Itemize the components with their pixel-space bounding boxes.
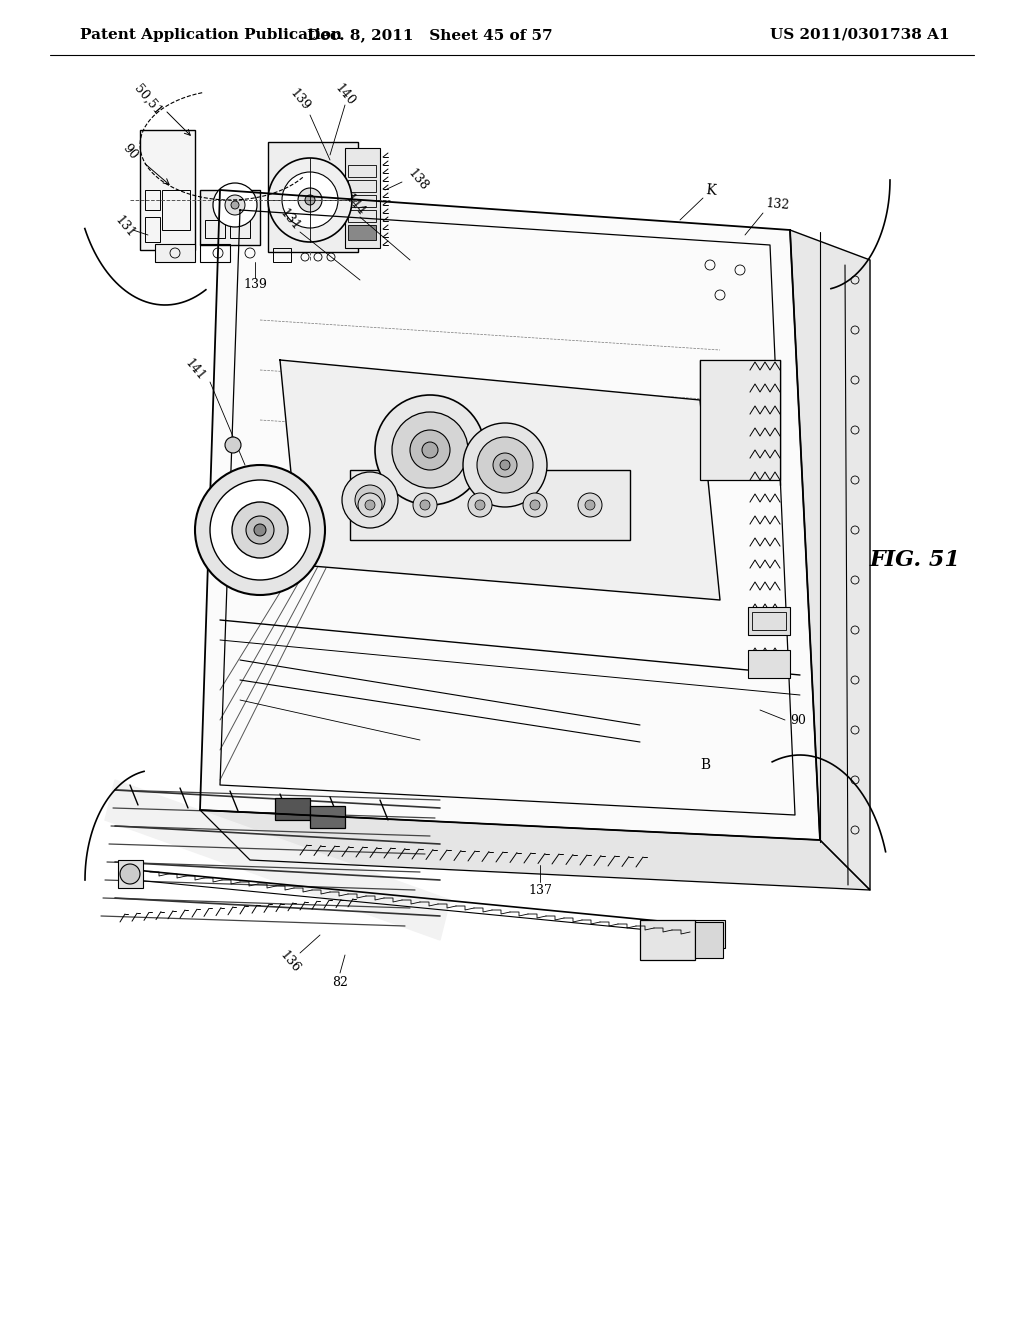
Bar <box>348 210 376 222</box>
Bar <box>275 799 310 820</box>
Bar <box>695 921 723 958</box>
Text: 50,51: 50,51 <box>131 82 165 117</box>
Polygon shape <box>790 230 870 890</box>
Circle shape <box>700 924 720 944</box>
Circle shape <box>225 437 241 453</box>
Circle shape <box>225 195 245 215</box>
Text: 138: 138 <box>406 166 430 193</box>
Polygon shape <box>200 810 870 890</box>
Circle shape <box>578 492 602 517</box>
Bar <box>695 920 725 948</box>
Circle shape <box>585 500 595 510</box>
Bar <box>748 607 790 635</box>
Bar <box>310 807 345 828</box>
Circle shape <box>282 172 338 228</box>
Circle shape <box>254 524 266 536</box>
Text: 144: 144 <box>342 191 368 218</box>
Bar <box>348 224 376 240</box>
Circle shape <box>493 453 517 477</box>
Circle shape <box>375 395 485 506</box>
Text: 90: 90 <box>120 141 140 162</box>
Circle shape <box>305 195 315 205</box>
Circle shape <box>392 412 468 488</box>
Circle shape <box>358 492 382 517</box>
Bar <box>700 360 780 480</box>
Text: 139: 139 <box>288 87 312 114</box>
Bar <box>200 244 230 261</box>
Circle shape <box>268 158 352 242</box>
Text: US 2011/0301738 A1: US 2011/0301738 A1 <box>770 28 950 42</box>
Circle shape <box>420 500 430 510</box>
Bar <box>350 470 630 540</box>
Circle shape <box>477 437 534 492</box>
Text: 139: 139 <box>243 279 267 292</box>
Circle shape <box>195 465 325 595</box>
Text: 140: 140 <box>333 82 357 108</box>
Bar <box>348 180 376 191</box>
Bar <box>200 190 260 246</box>
Text: 136: 136 <box>278 949 303 975</box>
Bar <box>145 216 160 242</box>
Bar <box>145 190 160 210</box>
Bar <box>162 190 190 230</box>
Polygon shape <box>200 190 820 840</box>
Bar <box>273 248 291 261</box>
Polygon shape <box>280 360 720 601</box>
Circle shape <box>422 442 438 458</box>
Text: Patent Application Publication: Patent Application Publication <box>80 28 342 42</box>
Bar <box>268 143 358 252</box>
Circle shape <box>120 865 140 884</box>
Bar <box>118 861 143 888</box>
Text: Dec. 8, 2011   Sheet 45 of 57: Dec. 8, 2011 Sheet 45 of 57 <box>307 28 553 42</box>
Bar <box>155 244 195 261</box>
Text: 82: 82 <box>332 975 348 989</box>
Text: 131: 131 <box>113 214 137 240</box>
Circle shape <box>413 492 437 517</box>
Bar <box>345 148 380 248</box>
Text: 141: 141 <box>182 356 208 383</box>
Circle shape <box>468 492 492 517</box>
Circle shape <box>231 201 239 209</box>
Circle shape <box>232 502 288 558</box>
Circle shape <box>530 500 540 510</box>
Circle shape <box>246 516 274 544</box>
Bar <box>205 220 225 238</box>
Circle shape <box>355 484 385 515</box>
Bar <box>748 649 790 678</box>
Polygon shape <box>105 780 450 940</box>
Bar <box>348 165 376 177</box>
Circle shape <box>210 480 310 579</box>
Bar <box>640 920 695 960</box>
Text: 137: 137 <box>528 883 552 896</box>
Circle shape <box>213 183 257 227</box>
Text: 90: 90 <box>790 714 806 726</box>
Circle shape <box>500 459 510 470</box>
Text: 131: 131 <box>278 207 303 234</box>
Circle shape <box>463 422 547 507</box>
Bar <box>140 129 195 249</box>
Text: FIG. 51: FIG. 51 <box>870 549 961 572</box>
Bar <box>230 220 250 238</box>
Circle shape <box>410 430 450 470</box>
Text: B: B <box>700 758 710 772</box>
Circle shape <box>298 187 322 213</box>
Bar <box>752 612 786 630</box>
Circle shape <box>342 473 398 528</box>
Text: K: K <box>705 182 717 198</box>
Circle shape <box>523 492 547 517</box>
Circle shape <box>365 500 375 510</box>
Bar <box>348 195 376 207</box>
Text: 132: 132 <box>765 198 790 213</box>
Circle shape <box>475 500 485 510</box>
